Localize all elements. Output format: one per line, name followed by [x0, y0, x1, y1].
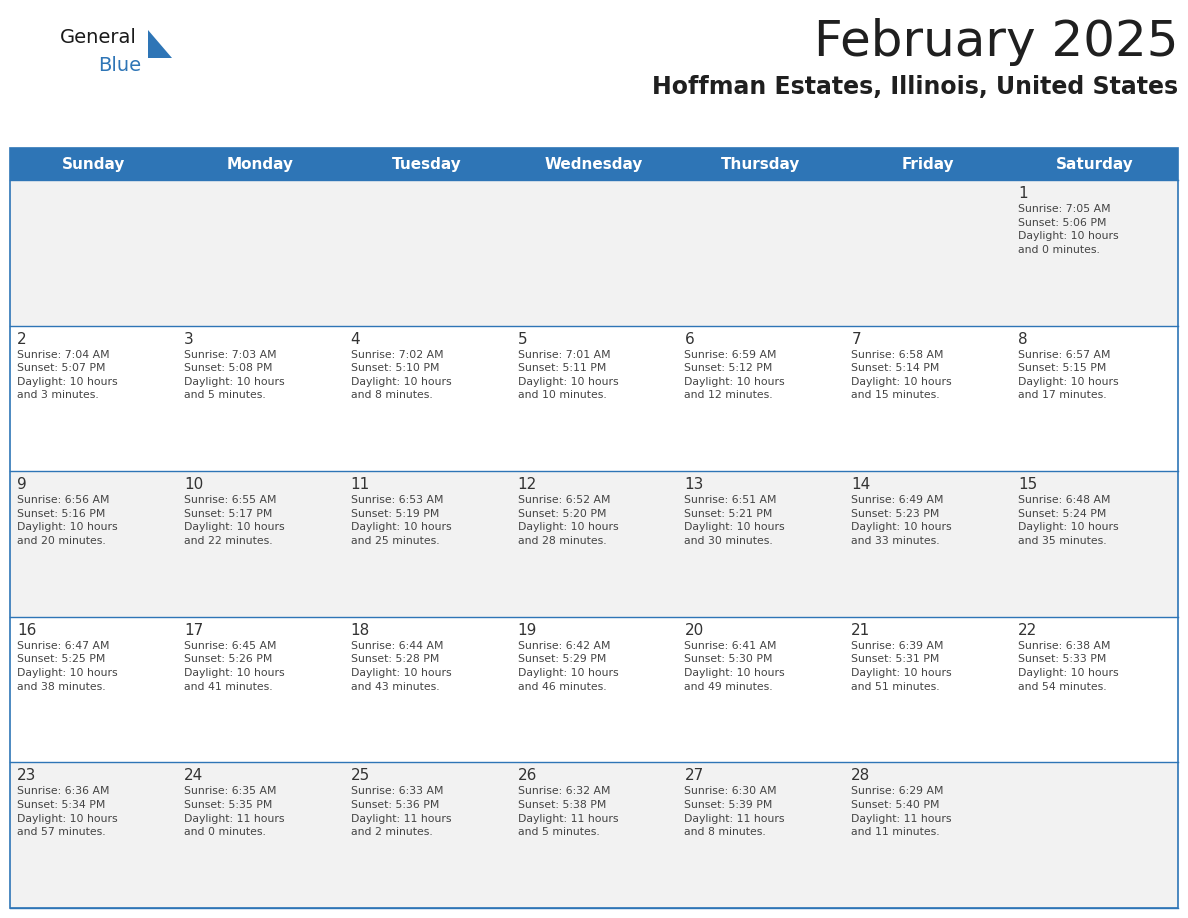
- Text: 20: 20: [684, 622, 703, 638]
- Text: 15: 15: [1018, 477, 1037, 492]
- Text: Sunrise: 6:59 AM
Sunset: 5:12 PM
Daylight: 10 hours
and 12 minutes.: Sunrise: 6:59 AM Sunset: 5:12 PM Dayligh…: [684, 350, 785, 400]
- Text: Sunrise: 6:58 AM
Sunset: 5:14 PM
Daylight: 10 hours
and 15 minutes.: Sunrise: 6:58 AM Sunset: 5:14 PM Dayligh…: [852, 350, 952, 400]
- Text: 19: 19: [518, 622, 537, 638]
- Text: Monday: Monday: [227, 156, 293, 172]
- Bar: [10, 326, 1178, 471]
- Text: Sunrise: 6:48 AM
Sunset: 5:24 PM
Daylight: 10 hours
and 35 minutes.: Sunrise: 6:48 AM Sunset: 5:24 PM Dayligh…: [1018, 495, 1119, 546]
- Text: 16: 16: [17, 622, 37, 638]
- Text: Sunrise: 6:41 AM
Sunset: 5:30 PM
Daylight: 10 hours
and 49 minutes.: Sunrise: 6:41 AM Sunset: 5:30 PM Dayligh…: [684, 641, 785, 691]
- Text: Sunrise: 6:38 AM
Sunset: 5:33 PM
Daylight: 10 hours
and 54 minutes.: Sunrise: 6:38 AM Sunset: 5:33 PM Dayligh…: [1018, 641, 1119, 691]
- Text: Blue: Blue: [97, 56, 141, 75]
- Text: Sunrise: 6:55 AM
Sunset: 5:17 PM
Daylight: 10 hours
and 22 minutes.: Sunrise: 6:55 AM Sunset: 5:17 PM Dayligh…: [184, 495, 284, 546]
- Text: February 2025: February 2025: [814, 18, 1178, 66]
- Text: 9: 9: [17, 477, 27, 492]
- Text: 26: 26: [518, 768, 537, 783]
- Text: 2: 2: [17, 331, 26, 347]
- Text: 27: 27: [684, 768, 703, 783]
- Text: Sunrise: 6:45 AM
Sunset: 5:26 PM
Daylight: 10 hours
and 41 minutes.: Sunrise: 6:45 AM Sunset: 5:26 PM Dayligh…: [184, 641, 284, 691]
- Polygon shape: [148, 30, 172, 58]
- Text: Sunrise: 6:29 AM
Sunset: 5:40 PM
Daylight: 11 hours
and 11 minutes.: Sunrise: 6:29 AM Sunset: 5:40 PM Dayligh…: [852, 787, 952, 837]
- Text: 4: 4: [350, 331, 360, 347]
- Bar: [10, 471, 1178, 617]
- Text: Sunrise: 6:47 AM
Sunset: 5:25 PM
Daylight: 10 hours
and 38 minutes.: Sunrise: 6:47 AM Sunset: 5:25 PM Dayligh…: [17, 641, 118, 691]
- Text: Sunday: Sunday: [62, 156, 125, 172]
- Text: Sunrise: 6:33 AM
Sunset: 5:36 PM
Daylight: 11 hours
and 2 minutes.: Sunrise: 6:33 AM Sunset: 5:36 PM Dayligh…: [350, 787, 451, 837]
- Text: Sunrise: 6:42 AM
Sunset: 5:29 PM
Daylight: 10 hours
and 46 minutes.: Sunrise: 6:42 AM Sunset: 5:29 PM Dayligh…: [518, 641, 618, 691]
- Bar: [10, 148, 1178, 180]
- Text: Sunrise: 6:56 AM
Sunset: 5:16 PM
Daylight: 10 hours
and 20 minutes.: Sunrise: 6:56 AM Sunset: 5:16 PM Dayligh…: [17, 495, 118, 546]
- Text: Sunrise: 7:01 AM
Sunset: 5:11 PM
Daylight: 10 hours
and 10 minutes.: Sunrise: 7:01 AM Sunset: 5:11 PM Dayligh…: [518, 350, 618, 400]
- Text: 1: 1: [1018, 186, 1028, 201]
- Text: General: General: [61, 28, 137, 47]
- Text: Saturday: Saturday: [1056, 156, 1133, 172]
- Text: Sunrise: 6:36 AM
Sunset: 5:34 PM
Daylight: 10 hours
and 57 minutes.: Sunrise: 6:36 AM Sunset: 5:34 PM Dayligh…: [17, 787, 118, 837]
- Text: Sunrise: 7:04 AM
Sunset: 5:07 PM
Daylight: 10 hours
and 3 minutes.: Sunrise: 7:04 AM Sunset: 5:07 PM Dayligh…: [17, 350, 118, 400]
- Text: 24: 24: [184, 768, 203, 783]
- Text: 23: 23: [17, 768, 37, 783]
- Text: Sunrise: 6:44 AM
Sunset: 5:28 PM
Daylight: 10 hours
and 43 minutes.: Sunrise: 6:44 AM Sunset: 5:28 PM Dayligh…: [350, 641, 451, 691]
- Bar: [10, 763, 1178, 908]
- Text: 22: 22: [1018, 622, 1037, 638]
- Text: Sunrise: 7:05 AM
Sunset: 5:06 PM
Daylight: 10 hours
and 0 minutes.: Sunrise: 7:05 AM Sunset: 5:06 PM Dayligh…: [1018, 204, 1119, 255]
- Text: 12: 12: [518, 477, 537, 492]
- Text: 14: 14: [852, 477, 871, 492]
- Text: Sunrise: 6:32 AM
Sunset: 5:38 PM
Daylight: 11 hours
and 5 minutes.: Sunrise: 6:32 AM Sunset: 5:38 PM Dayligh…: [518, 787, 618, 837]
- Text: Sunrise: 6:49 AM
Sunset: 5:23 PM
Daylight: 10 hours
and 33 minutes.: Sunrise: 6:49 AM Sunset: 5:23 PM Dayligh…: [852, 495, 952, 546]
- Text: 25: 25: [350, 768, 369, 783]
- Text: 21: 21: [852, 622, 871, 638]
- Text: Sunrise: 6:53 AM
Sunset: 5:19 PM
Daylight: 10 hours
and 25 minutes.: Sunrise: 6:53 AM Sunset: 5:19 PM Dayligh…: [350, 495, 451, 546]
- Text: 18: 18: [350, 622, 369, 638]
- Text: Sunrise: 6:30 AM
Sunset: 5:39 PM
Daylight: 11 hours
and 8 minutes.: Sunrise: 6:30 AM Sunset: 5:39 PM Dayligh…: [684, 787, 785, 837]
- Bar: [10, 148, 1178, 908]
- Text: Sunrise: 6:35 AM
Sunset: 5:35 PM
Daylight: 11 hours
and 0 minutes.: Sunrise: 6:35 AM Sunset: 5:35 PM Dayligh…: [184, 787, 284, 837]
- Text: 3: 3: [184, 331, 194, 347]
- Text: Friday: Friday: [902, 156, 954, 172]
- Text: 6: 6: [684, 331, 694, 347]
- Text: Sunrise: 6:39 AM
Sunset: 5:31 PM
Daylight: 10 hours
and 51 minutes.: Sunrise: 6:39 AM Sunset: 5:31 PM Dayligh…: [852, 641, 952, 691]
- Text: Wednesday: Wednesday: [545, 156, 643, 172]
- Text: Sunrise: 6:57 AM
Sunset: 5:15 PM
Daylight: 10 hours
and 17 minutes.: Sunrise: 6:57 AM Sunset: 5:15 PM Dayligh…: [1018, 350, 1119, 400]
- Text: 10: 10: [184, 477, 203, 492]
- Text: 17: 17: [184, 622, 203, 638]
- Text: Thursday: Thursday: [721, 156, 801, 172]
- Text: Sunrise: 7:03 AM
Sunset: 5:08 PM
Daylight: 10 hours
and 5 minutes.: Sunrise: 7:03 AM Sunset: 5:08 PM Dayligh…: [184, 350, 284, 400]
- Bar: [10, 617, 1178, 763]
- Text: Tuesday: Tuesday: [392, 156, 462, 172]
- Text: Sunrise: 6:51 AM
Sunset: 5:21 PM
Daylight: 10 hours
and 30 minutes.: Sunrise: 6:51 AM Sunset: 5:21 PM Dayligh…: [684, 495, 785, 546]
- Text: 7: 7: [852, 331, 861, 347]
- Bar: [10, 180, 1178, 326]
- Text: 5: 5: [518, 331, 527, 347]
- Text: Sunrise: 6:52 AM
Sunset: 5:20 PM
Daylight: 10 hours
and 28 minutes.: Sunrise: 6:52 AM Sunset: 5:20 PM Dayligh…: [518, 495, 618, 546]
- Text: 28: 28: [852, 768, 871, 783]
- Text: 11: 11: [350, 477, 369, 492]
- Text: 13: 13: [684, 477, 703, 492]
- Text: 8: 8: [1018, 331, 1028, 347]
- Text: Sunrise: 7:02 AM
Sunset: 5:10 PM
Daylight: 10 hours
and 8 minutes.: Sunrise: 7:02 AM Sunset: 5:10 PM Dayligh…: [350, 350, 451, 400]
- Text: Hoffman Estates, Illinois, United States: Hoffman Estates, Illinois, United States: [652, 75, 1178, 99]
